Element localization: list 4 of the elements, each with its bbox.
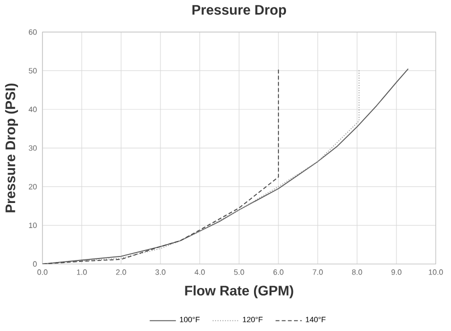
chart-title: Pressure Drop — [192, 5, 286, 18]
y-axis-title: Pressure Drop (PSI) — [5, 84, 18, 212]
x-axis-title: Flow Rate (GPM) — [185, 286, 294, 298]
line-series — [42, 68, 279, 264]
